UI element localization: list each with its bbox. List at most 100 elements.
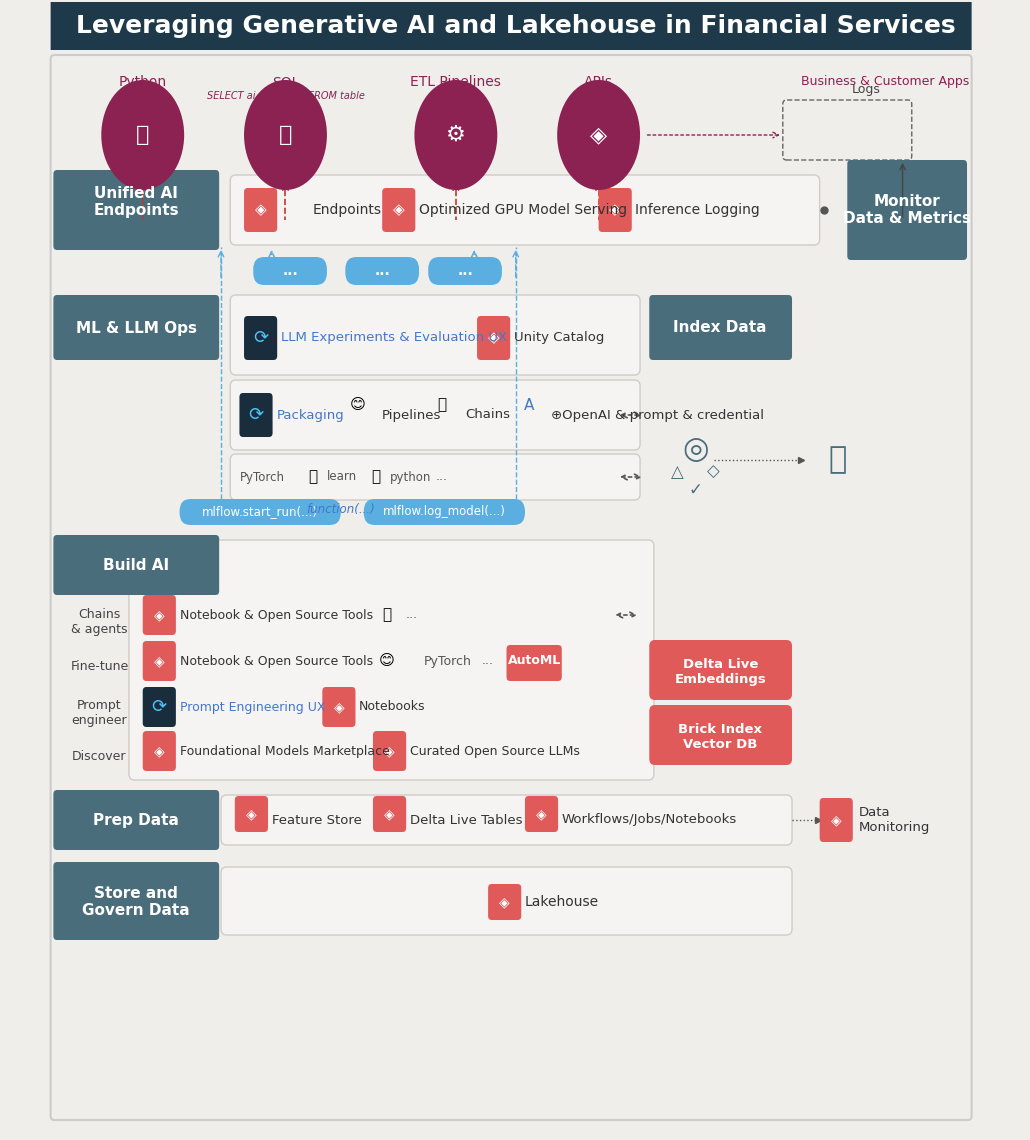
FancyBboxPatch shape	[244, 316, 277, 360]
Text: Lakehouse: Lakehouse	[525, 895, 599, 909]
Text: Data
Monitoring: Data Monitoring	[858, 806, 930, 834]
Text: ◈: ◈	[610, 203, 621, 218]
FancyBboxPatch shape	[221, 795, 792, 845]
FancyBboxPatch shape	[231, 380, 640, 450]
Text: ◈: ◈	[488, 331, 500, 345]
FancyBboxPatch shape	[382, 188, 415, 233]
FancyBboxPatch shape	[54, 170, 219, 250]
FancyBboxPatch shape	[54, 862, 219, 940]
Text: Delta Live
Embeddings: Delta Live Embeddings	[675, 658, 766, 686]
Text: ◈: ◈	[590, 125, 607, 145]
FancyBboxPatch shape	[54, 790, 219, 850]
Text: ◈: ◈	[246, 807, 256, 821]
Text: ETL Pipelines: ETL Pipelines	[410, 75, 502, 89]
Text: 📋: 📋	[136, 125, 149, 145]
FancyBboxPatch shape	[820, 798, 853, 842]
Text: SQL: SQL	[272, 75, 299, 89]
Text: Feature Store: Feature Store	[272, 814, 362, 826]
Text: ...: ...	[457, 264, 473, 278]
Ellipse shape	[101, 80, 184, 190]
FancyBboxPatch shape	[373, 796, 406, 832]
Text: ...: ...	[282, 264, 298, 278]
FancyBboxPatch shape	[649, 705, 792, 765]
Text: ◈: ◈	[154, 608, 165, 622]
Text: SELECT ai_query(...) FROM table: SELECT ai_query(...) FROM table	[207, 90, 365, 101]
Text: 🟡: 🟡	[309, 470, 317, 484]
FancyBboxPatch shape	[231, 176, 820, 245]
Text: ◈: ◈	[537, 807, 547, 821]
Text: 🐍: 🐍	[371, 470, 380, 484]
Text: ◈: ◈	[154, 744, 165, 758]
FancyBboxPatch shape	[50, 2, 971, 50]
FancyBboxPatch shape	[129, 540, 654, 780]
Text: ...: ...	[482, 654, 494, 668]
Text: ML & LLM Ops: ML & LLM Ops	[76, 320, 197, 335]
Text: learn: learn	[327, 471, 357, 483]
FancyBboxPatch shape	[50, 55, 971, 1119]
Text: ◈: ◈	[384, 807, 394, 821]
Text: Monitor
Data & Metrics: Monitor Data & Metrics	[844, 194, 971, 226]
Text: ⊕OpenAI & prompt & credential: ⊕OpenAI & prompt & credential	[551, 408, 763, 422]
Text: Delta Live Tables: Delta Live Tables	[410, 814, 522, 826]
Text: Prep Data: Prep Data	[94, 813, 179, 828]
FancyBboxPatch shape	[477, 316, 510, 360]
FancyBboxPatch shape	[143, 731, 176, 771]
Text: Prompt Engineering UX: Prompt Engineering UX	[179, 700, 325, 714]
FancyBboxPatch shape	[488, 884, 521, 920]
Text: ...: ...	[374, 264, 390, 278]
Text: Notebook & Open Source Tools: Notebook & Open Source Tools	[179, 654, 373, 668]
Text: 🔗: 🔗	[382, 608, 391, 622]
Text: Endpoints: Endpoints	[313, 203, 382, 217]
Text: Prompt
engineer: Prompt engineer	[72, 699, 128, 727]
Text: Build AI: Build AI	[103, 557, 169, 572]
Text: Optimized GPU Model Serving: Optimized GPU Model Serving	[419, 203, 627, 217]
FancyBboxPatch shape	[235, 796, 268, 832]
Text: ◈: ◈	[254, 203, 267, 218]
FancyBboxPatch shape	[373, 731, 406, 771]
Text: Brick Index
Vector DB: Brick Index Vector DB	[678, 723, 762, 751]
Text: function(...): function(...)	[306, 504, 375, 516]
Text: ...: ...	[436, 471, 448, 483]
Text: ⟳: ⟳	[151, 698, 167, 716]
FancyBboxPatch shape	[525, 796, 558, 832]
Text: Curated Open Source LLMs: Curated Open Source LLMs	[410, 744, 580, 757]
Text: ◇: ◇	[708, 463, 720, 481]
Text: Pipelines: Pipelines	[382, 408, 442, 422]
Text: ...: ...	[405, 609, 417, 621]
FancyBboxPatch shape	[239, 393, 273, 437]
FancyBboxPatch shape	[54, 535, 219, 595]
Text: Workflows/Jobs/Notebooks: Workflows/Jobs/Notebooks	[561, 814, 737, 826]
Ellipse shape	[244, 80, 327, 190]
FancyBboxPatch shape	[848, 160, 967, 260]
Text: Packaging: Packaging	[276, 408, 344, 422]
FancyBboxPatch shape	[244, 188, 277, 233]
Text: Business & Customer Apps: Business & Customer Apps	[801, 75, 969, 89]
Text: A: A	[524, 398, 535, 413]
Text: Chains: Chains	[466, 408, 510, 422]
FancyBboxPatch shape	[54, 295, 219, 360]
Text: ⟳: ⟳	[253, 329, 268, 347]
Text: mlflow.start_run(...): mlflow.start_run(...)	[202, 505, 317, 519]
Text: Notebooks: Notebooks	[359, 700, 425, 714]
Text: Fine-tune: Fine-tune	[70, 660, 129, 674]
FancyBboxPatch shape	[179, 499, 341, 526]
Text: ◈: ◈	[831, 813, 842, 826]
Text: ◈: ◈	[334, 700, 344, 714]
Text: PyTorch: PyTorch	[423, 654, 472, 668]
Text: 😊: 😊	[349, 398, 366, 413]
Text: PyTorch: PyTorch	[239, 471, 284, 483]
Text: Leveraging Generative AI and Lakehouse in Financial Services: Leveraging Generative AI and Lakehouse i…	[76, 14, 956, 38]
Text: Chains
& agents: Chains & agents	[71, 608, 128, 636]
Text: 🔗: 🔗	[438, 398, 447, 413]
Ellipse shape	[414, 80, 497, 190]
FancyBboxPatch shape	[231, 454, 640, 500]
Text: ◎: ◎	[682, 435, 709, 464]
FancyBboxPatch shape	[649, 640, 792, 700]
Text: Notebook & Open Source Tools: Notebook & Open Source Tools	[179, 609, 373, 621]
Text: ◈: ◈	[384, 744, 394, 758]
FancyBboxPatch shape	[507, 645, 561, 681]
Text: APIs: APIs	[584, 75, 613, 89]
Text: 📊: 📊	[279, 125, 293, 145]
Text: ✓: ✓	[688, 481, 702, 499]
Text: Inference Logging: Inference Logging	[636, 203, 760, 217]
